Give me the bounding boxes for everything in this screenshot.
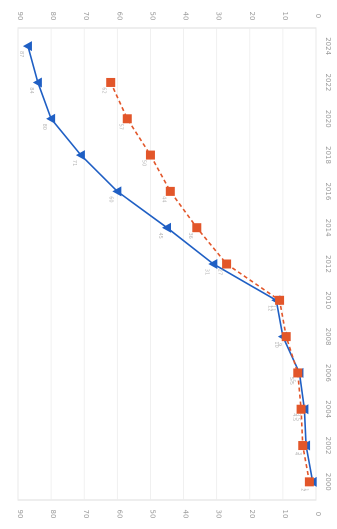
plot-border <box>17 27 317 501</box>
series-line <box>109 82 311 482</box>
data-label: 27 <box>217 269 223 275</box>
data-label: 12 <box>266 305 272 311</box>
value-tick-label: 50 <box>148 510 156 519</box>
value-tick-label-top: 80 <box>49 12 57 21</box>
data-label: 36 <box>187 233 193 239</box>
data-point <box>162 222 171 233</box>
data-point <box>293 368 303 378</box>
category-tick-label: 2016 <box>324 182 332 200</box>
data-point <box>22 41 32 52</box>
value-tick-label: 90 <box>16 510 24 519</box>
data-point <box>192 223 202 233</box>
data-label: 71 <box>71 160 77 166</box>
category-tick-label: 2010 <box>324 291 332 309</box>
data-point <box>304 477 314 487</box>
data-label: 11 <box>270 305 276 311</box>
data-point <box>112 186 122 197</box>
data-point <box>106 77 116 87</box>
value-tick-label-top: 10 <box>281 12 289 21</box>
value-tick-label-top: 40 <box>182 12 190 21</box>
data-label: 87 <box>18 51 24 57</box>
data-label: 80 <box>41 124 47 130</box>
data-point <box>222 259 232 269</box>
data-point <box>75 150 85 161</box>
series-layer: 1 3 3.5 5 10 12 31 45 60 71 80 84 87 2 4 4.5 5.5 9 11 27 36 4… <box>18 41 317 491</box>
data-point <box>46 113 56 124</box>
value-tick-label-top: 90 <box>16 12 24 21</box>
data-point <box>281 332 291 342</box>
value-tick-label: 40 <box>182 510 190 519</box>
data-label: 1 <box>303 488 309 491</box>
value-tick-label-top: 0 <box>314 14 322 18</box>
data-label: 45 <box>157 233 163 239</box>
value-tick-label-top: 70 <box>82 12 90 21</box>
data-label: 62 <box>101 87 107 93</box>
data-label: 60 <box>107 196 113 202</box>
data-point <box>208 259 218 269</box>
value-tick-label: 30 <box>215 510 223 519</box>
category-tick-label: 2006 <box>324 364 332 382</box>
category-tick-label: 2004 <box>324 400 332 418</box>
value-tick-label: 10 <box>281 510 289 519</box>
category-tick-label: 2012 <box>324 255 332 273</box>
plot-frame <box>17 27 317 501</box>
data-point <box>296 404 306 414</box>
data-label: 44 <box>160 196 166 202</box>
data-label: 57 <box>117 124 123 130</box>
data-label: 5 <box>289 379 295 382</box>
value-axis: 0 0 10 10 20 20 30 30 40 40 50 50 60 60 70 70 80 80 90 90 <box>16 12 322 519</box>
category-tick-label: 2022 <box>324 74 332 92</box>
data-label: 3 <box>296 452 302 455</box>
category-tick-label: 2008 <box>324 328 332 346</box>
data-label: 9 <box>276 343 282 346</box>
data-label: 5.5 <box>288 377 294 385</box>
category-tick-label: 2018 <box>324 146 332 164</box>
data-point <box>145 150 155 160</box>
data-point <box>298 441 308 451</box>
data-label: 31 <box>203 269 209 275</box>
data-label: 4.5 <box>291 413 297 421</box>
series-line <box>27 45 314 482</box>
data-point <box>275 295 285 305</box>
data-label: 3.5 <box>294 413 300 421</box>
data-point <box>165 186 175 196</box>
data-point <box>122 114 132 124</box>
value-tick-label: 70 <box>82 510 90 519</box>
category-tick-label: 2020 <box>324 110 332 128</box>
data-label: 4 <box>293 452 299 455</box>
category-axis: 2000 2002 2004 2006 2008 2010 2012 2014 2016 2018… <box>324 37 332 491</box>
value-tick-label-top: 30 <box>215 12 223 21</box>
category-tick-label: 2024 <box>324 37 332 55</box>
value-tick-label-top: 50 <box>148 12 156 21</box>
data-point <box>32 77 42 88</box>
series-1: 1 3 3.5 5 10 12 31 45 60 71 80 84 87 <box>18 41 317 491</box>
data-label: 50 <box>140 160 146 166</box>
category-tick-label: 2000 <box>324 473 332 491</box>
series-2: 2 4 4.5 5.5 9 11 27 36 44 50 57 62 <box>101 77 314 491</box>
value-tick-label: 60 <box>115 510 123 519</box>
value-tick-label: 20 <box>248 510 256 519</box>
value-tick-label: 0 <box>314 512 322 516</box>
data-label: 2 <box>299 488 305 491</box>
data-label: 84 <box>28 87 34 93</box>
data-label: 10 <box>273 341 279 347</box>
value-gridlines <box>17 28 317 500</box>
category-tick-label: 2014 <box>324 219 332 237</box>
value-tick-label-top: 60 <box>115 12 123 21</box>
value-tick-label-top: 20 <box>248 12 256 21</box>
category-tick-label: 2002 <box>324 437 332 455</box>
value-tick-label: 80 <box>49 510 57 519</box>
